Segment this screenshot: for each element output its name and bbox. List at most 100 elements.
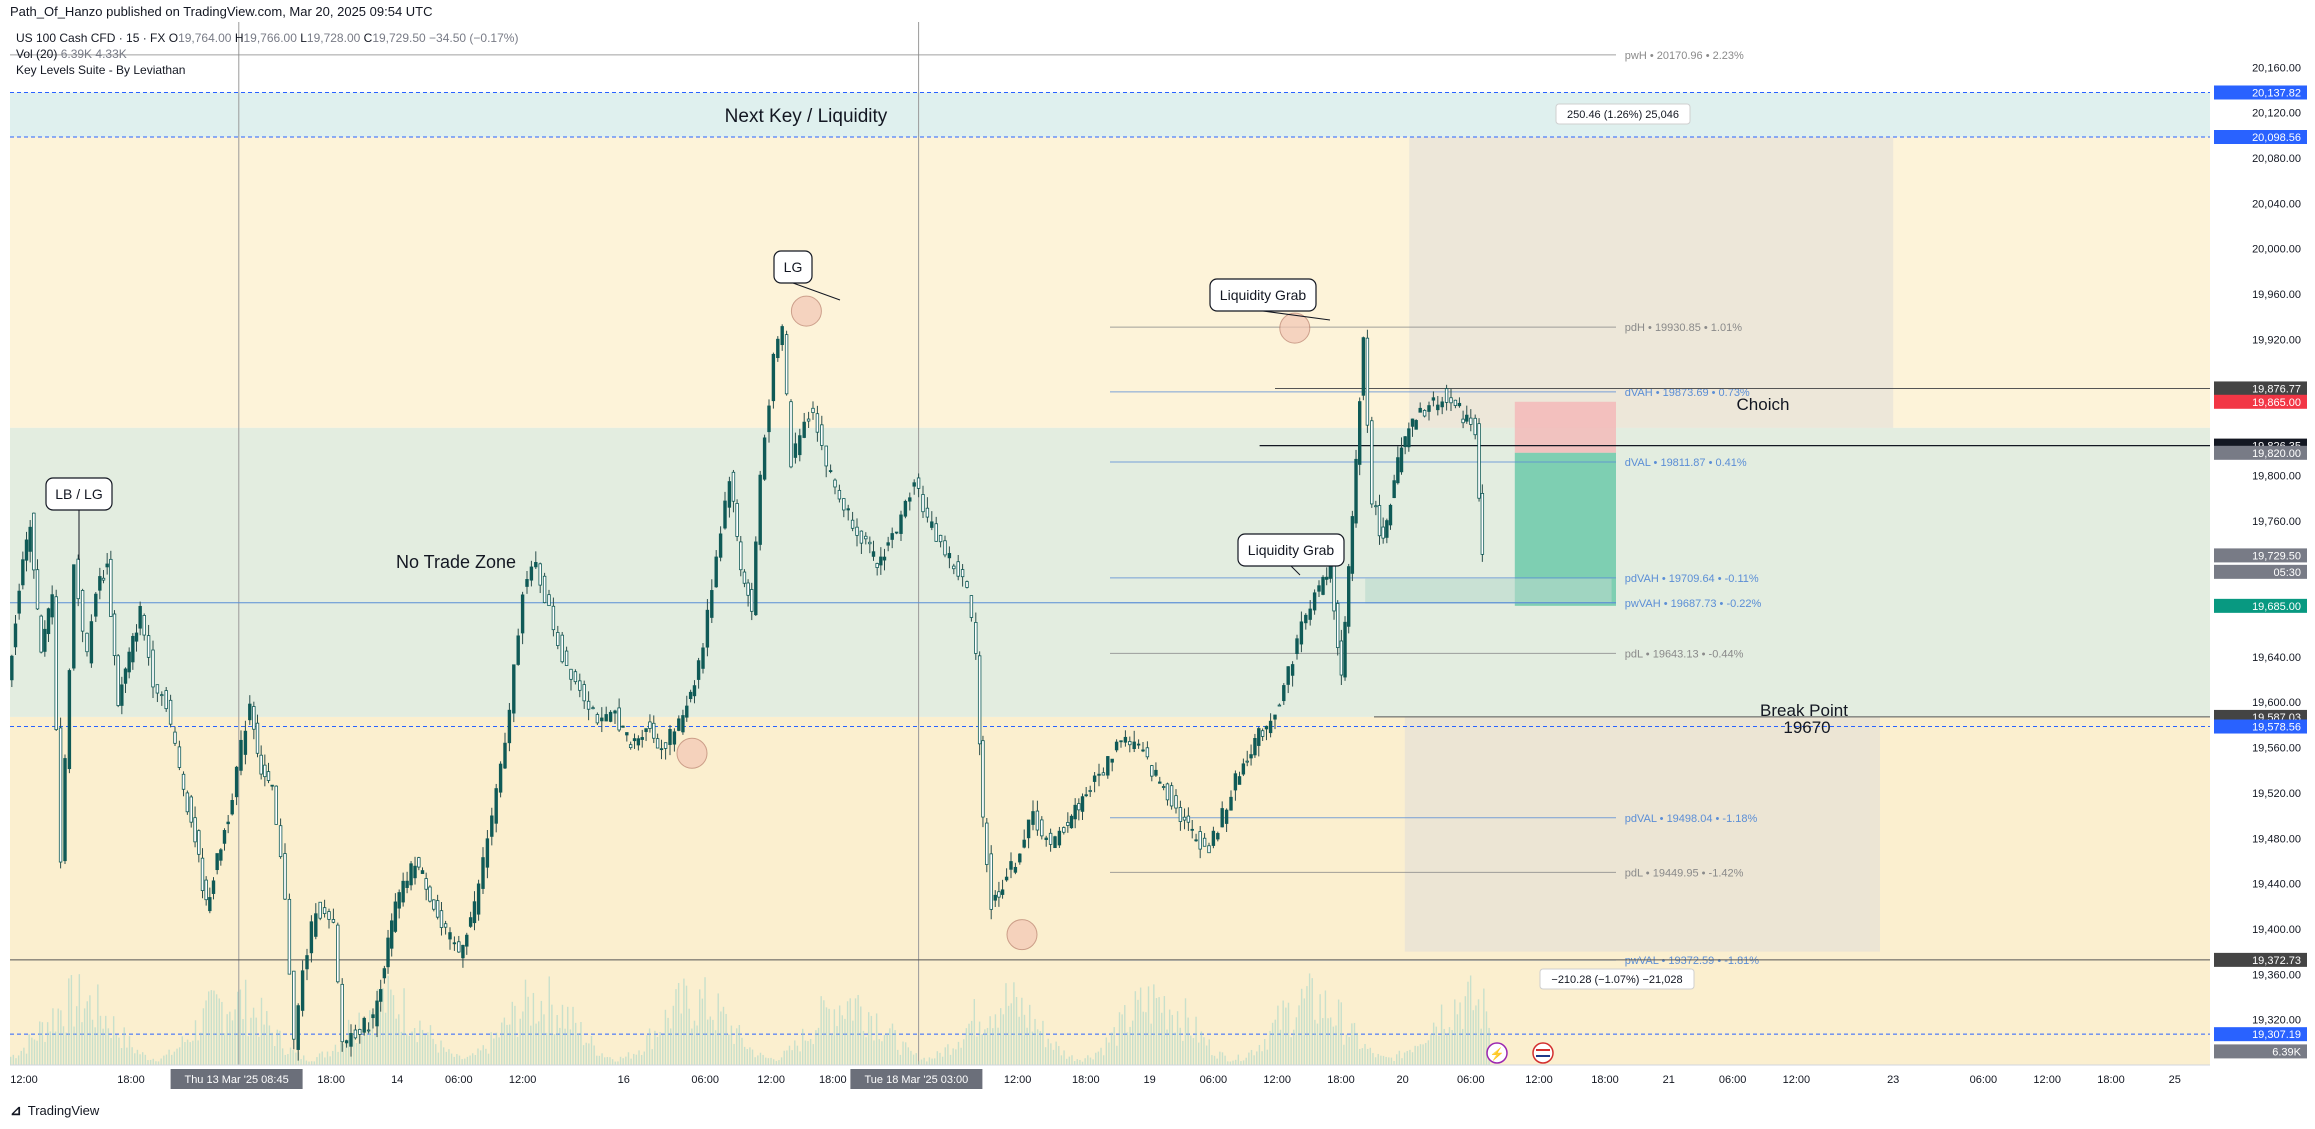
ohlc-o: 19,764.00	[178, 31, 232, 45]
volume-bar	[1340, 1002, 1342, 1065]
candle-body	[17, 590, 21, 614]
indicator-row[interactable]: Key Levels Suite - By Leviathan	[16, 63, 186, 77]
level-label-4: pdVAH • 19709.64 • -0.11%	[1625, 573, 1759, 585]
volume-bar	[363, 1018, 366, 1065]
volume-bar	[1393, 1061, 1395, 1065]
volume-bar	[1242, 1060, 1245, 1065]
volume-bar	[955, 1049, 957, 1065]
candle-body	[274, 785, 278, 825]
volume-bar	[802, 1028, 804, 1065]
footer-brand[interactable]: ⊿ TradingView	[10, 1102, 99, 1119]
volume-bar	[915, 1053, 917, 1065]
y-tick-11: 19,560.00	[2252, 743, 2301, 755]
candle-body	[1436, 404, 1440, 411]
volume-bar	[1042, 1020, 1044, 1065]
y-tick-0: 20,160.00	[2252, 62, 2301, 74]
volume-bar	[738, 1025, 741, 1065]
volume-bar	[210, 990, 213, 1065]
volume-bar	[553, 1033, 556, 1065]
volume-bar	[1047, 1038, 1049, 1065]
y-tick-7: 19,800.00	[2252, 470, 2301, 482]
candle-body	[1418, 407, 1422, 413]
x-tick-19: 12:00	[1525, 1074, 1553, 1086]
volume-bar	[733, 1043, 735, 1065]
candle-body	[1273, 714, 1277, 720]
volume-bar	[1406, 1050, 1408, 1065]
volume-row: Vol (20) 6.39K 4.33K	[16, 46, 518, 62]
candle-body	[1057, 830, 1062, 846]
volume-bar	[976, 1036, 978, 1065]
price-axis-background	[2212, 0, 2315, 1129]
volume-v2: 4.33K	[95, 47, 127, 61]
candle-body	[494, 788, 498, 824]
candle-body	[300, 970, 305, 1011]
volume-bar	[1388, 1057, 1390, 1065]
candle-body	[820, 424, 824, 446]
volume-bar	[1480, 1028, 1482, 1065]
volume-bar	[1129, 1026, 1131, 1065]
candle-body	[1088, 790, 1092, 792]
volume-label[interactable]: Vol (20)	[16, 47, 58, 61]
volume-bar	[807, 1041, 809, 1065]
callout-liquidity-grab-2-pointer	[1290, 565, 1301, 576]
candle-body	[969, 595, 974, 618]
candle-body	[76, 558, 80, 600]
volume-bar	[1380, 1055, 1382, 1065]
candle-body	[266, 771, 271, 781]
volume-bar	[667, 1017, 669, 1065]
volume-bar	[780, 1057, 783, 1065]
volume-bar	[984, 1029, 986, 1065]
volume-bar	[244, 979, 247, 1065]
candle-body	[1161, 786, 1166, 788]
x-tick-15: 12:00	[1263, 1074, 1291, 1086]
volume-bar	[1031, 1031, 1034, 1065]
volume-bar	[1168, 1009, 1171, 1065]
volume-bar	[973, 999, 975, 1065]
volume-bar	[889, 1028, 891, 1065]
volume-bar	[1034, 1018, 1036, 1065]
candle-body	[1018, 853, 1022, 863]
volume-bar	[305, 1060, 308, 1065]
volume-bar	[464, 1058, 466, 1065]
candle-body	[1062, 827, 1066, 833]
volume-bar	[630, 1058, 632, 1065]
candle-body	[405, 880, 409, 888]
volume-bar	[1477, 999, 1480, 1065]
candle-body	[727, 481, 732, 508]
volume-bar	[1269, 1030, 1271, 1065]
candle-body	[507, 709, 512, 744]
volume-bar	[477, 1048, 479, 1065]
volume-bar	[1356, 1032, 1358, 1065]
candle-body	[1347, 566, 1351, 627]
candle-body	[1013, 866, 1018, 873]
candle-body	[938, 534, 943, 543]
volume-bar	[1190, 1035, 1192, 1065]
candle-body	[1332, 560, 1336, 612]
volume-bar	[62, 1026, 65, 1065]
volume-bar	[1343, 1044, 1345, 1065]
ohlc-h-label: H	[234, 31, 244, 45]
volume-bar	[688, 1008, 690, 1065]
volume-bar	[1044, 1047, 1047, 1065]
candle-body	[185, 792, 190, 813]
symbol-name[interactable]: US 100 Cash CFD · 15 · FX	[16, 31, 166, 45]
candle-body	[1132, 741, 1136, 750]
volume-bar	[625, 1056, 627, 1065]
x-highlight-1: Tue 18 Mar '25 03:00	[864, 1074, 968, 1086]
candle-body	[930, 521, 934, 528]
lightning-event-glyph: ⚡	[1490, 1047, 1505, 1061]
volume-bar	[458, 1055, 461, 1065]
candle-body	[283, 853, 287, 900]
candle-body	[1233, 773, 1238, 791]
x-highlight-bg-0	[170, 1069, 303, 1089]
candle-body	[1444, 388, 1449, 403]
volume-bar	[778, 1060, 780, 1065]
volume-bar	[313, 1061, 315, 1065]
candle-body	[842, 498, 846, 511]
volume-bar	[846, 1001, 849, 1065]
volume-v1: 6.39K	[60, 47, 93, 61]
volume-bar	[992, 1028, 994, 1065]
candle-body	[663, 742, 668, 749]
candle-body	[105, 563, 109, 568]
